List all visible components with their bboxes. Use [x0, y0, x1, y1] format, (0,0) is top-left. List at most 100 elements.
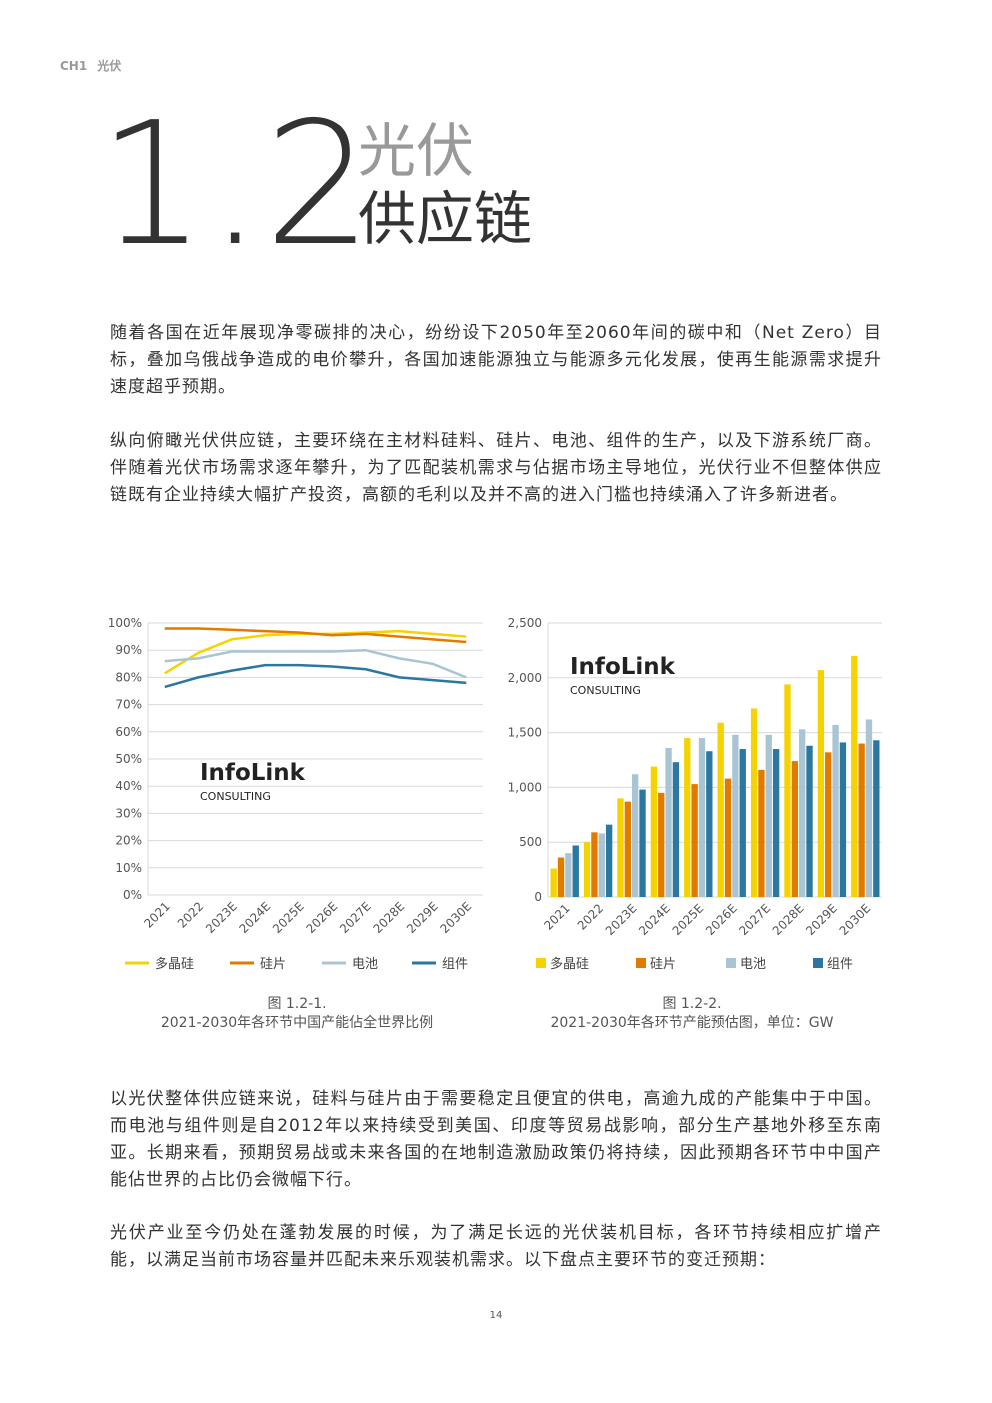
bar — [799, 729, 806, 897]
x-tick-label: 2026E — [703, 901, 740, 938]
bar — [851, 655, 858, 897]
bar — [550, 868, 557, 897]
legend-swatch — [726, 958, 736, 968]
section-title: 光伏 — [358, 117, 475, 185]
y-tick-label: 60% — [115, 725, 142, 739]
x-tick-label: 2029E — [404, 899, 441, 936]
bar — [750, 708, 758, 897]
bar — [865, 719, 873, 897]
figure-caption: 图 1.2-2. 2021-2030年各环节产能预估图，单位：GW — [492, 995, 892, 1033]
y-tick-label: 80% — [115, 670, 142, 684]
running-header: CH1 光伏 — [60, 57, 131, 74]
caption: 2021-2030年各环节中国产能佔全世界比例 — [160, 1015, 434, 1031]
paragraph: 纵向俯瞰光伏供应链，主要环绕在主材料硅料、硅片、电池、组件的生产，以及下游系统厂… — [110, 431, 882, 505]
logo-sub: CONSULTING — [570, 684, 641, 697]
logo: InfoLink — [200, 760, 306, 786]
y-tick-label: 2,500 — [508, 616, 542, 630]
bar — [765, 734, 772, 897]
y-tick-label: 40% — [115, 779, 142, 793]
y-tick-label: 50% — [115, 752, 142, 766]
page-number: 14 — [489, 1310, 503, 1321]
x-tick-label: 2028E — [770, 901, 807, 938]
bar — [873, 740, 880, 897]
bar — [665, 747, 672, 897]
bar — [650, 766, 658, 897]
bar — [806, 745, 813, 897]
x-tick-label: 2030E — [438, 899, 475, 936]
y-tick-label: 90% — [115, 643, 142, 657]
figure-label: 图 1.2-2. — [662, 996, 722, 1012]
y-tick-label: 30% — [115, 806, 142, 820]
bar — [784, 684, 791, 897]
section-title: 供应链 — [358, 185, 533, 253]
bar — [672, 762, 680, 897]
line — [164, 648, 467, 679]
bar — [839, 742, 847, 897]
x-tick-label: 2024E — [237, 899, 274, 936]
line — [164, 663, 467, 689]
x-tick-label: 2027E — [736, 901, 773, 938]
bar — [758, 769, 765, 897]
legend-swatch — [813, 958, 823, 968]
bar — [572, 845, 579, 897]
x-tick-label: 2024E — [636, 901, 673, 938]
y-tick-label: 2,000 — [508, 671, 542, 685]
legend-label: 电池 — [352, 957, 378, 972]
bar — [825, 752, 832, 897]
bar — [617, 798, 624, 897]
y-tick-label: 20% — [115, 834, 142, 848]
x-tick-label: 2022 — [575, 901, 606, 932]
bar — [591, 832, 598, 897]
legend-swatch — [636, 958, 646, 968]
bar — [817, 670, 825, 897]
bar — [739, 749, 746, 897]
bar — [772, 749, 780, 897]
paragraph: 光伏产业至今仍处在蓬勃发展的时候，为了满足长远的光伏装机目标，各环节持续相应扩增… — [110, 1223, 882, 1270]
paragraph: 随着各国在近年展现净零碳排的决心，纷纷设下2050年至2060年间的碳中和（Ne… — [110, 323, 882, 397]
bar — [605, 824, 613, 897]
x-tick-label: 2028E — [371, 899, 408, 936]
legend-label: 多晶硅 — [155, 956, 194, 972]
x-tick-label: 2025E — [270, 899, 307, 936]
bar — [858, 743, 865, 897]
legend-swatch — [536, 958, 546, 968]
x-tick-label: 2021 — [141, 899, 172, 930]
bar — [691, 784, 698, 897]
y-tick-label: 500 — [519, 835, 542, 849]
bar — [658, 792, 665, 897]
bar — [791, 761, 798, 897]
figure-caption: 图 1.2-1. 2021-2030年各环节中国产能佔全世界比例 — [97, 995, 497, 1033]
legend-label: 电池 — [740, 957, 766, 972]
bar — [684, 738, 691, 897]
section-number: 1.2 — [98, 86, 375, 284]
legend-label: 组件 — [827, 957, 853, 972]
bar — [717, 722, 724, 897]
y-tick-label: 0% — [123, 888, 142, 902]
x-tick-label: 2022 — [175, 899, 206, 930]
y-tick-label: 1,500 — [508, 726, 542, 740]
chapter-title: 光伏 — [97, 59, 122, 73]
y-tick-label: 70% — [115, 698, 142, 712]
x-tick-label: 2025E — [670, 901, 707, 938]
bar — [557, 857, 565, 897]
x-tick-label: 2023E — [603, 901, 640, 938]
bar — [706, 751, 713, 897]
x-tick-label: 2026E — [304, 899, 341, 936]
legend-label: 多晶硅 — [550, 956, 589, 972]
bar — [639, 789, 646, 897]
bar — [632, 774, 639, 897]
legend-label: 硅片 — [650, 957, 676, 972]
x-tick-label: 2023E — [203, 899, 240, 936]
x-tick-label: 2027E — [337, 899, 374, 936]
legend-label: 组件 — [442, 957, 468, 972]
paragraph: 以光伏整体供应链来说，硅料与硅片由于需要稳定且便宜的供电，高逾九成的产能集中于中… — [110, 1089, 882, 1190]
logo-sub: CONSULTING — [200, 790, 271, 803]
y-tick-label: 1,000 — [508, 780, 542, 794]
bar — [832, 724, 839, 897]
bar — [565, 853, 572, 897]
bar — [583, 842, 591, 897]
bar — [724, 778, 732, 897]
chapter: CH1 — [60, 59, 88, 73]
line — [164, 627, 467, 644]
